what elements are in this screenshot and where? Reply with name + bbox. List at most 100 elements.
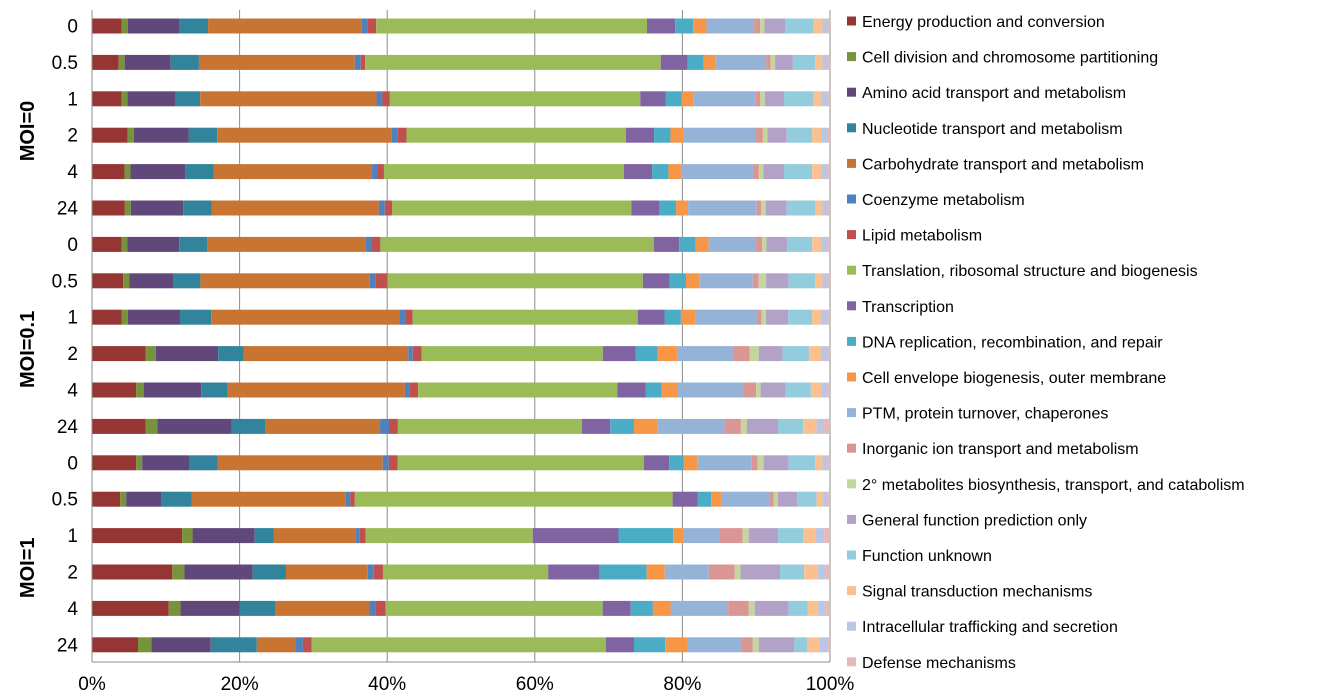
- bar-segment: [92, 127, 128, 143]
- bar-segment: [758, 637, 795, 653]
- bar-segment: [797, 491, 817, 507]
- bar-segment: [822, 54, 828, 70]
- bar-segment: [760, 91, 765, 107]
- bar-segment: [92, 418, 146, 434]
- bar-segment: [822, 455, 828, 471]
- bar-segment: [824, 418, 830, 434]
- bar-segment: [127, 309, 180, 325]
- bar-segment: [654, 236, 680, 252]
- bar-segment: [92, 564, 173, 580]
- bar-segment: [652, 164, 669, 180]
- bar-segment: [191, 491, 346, 507]
- bar-segment: [373, 564, 383, 580]
- bar-segment: [746, 418, 779, 434]
- bar-segment: [803, 528, 816, 544]
- bar-segment: [770, 54, 776, 70]
- bar-segment: [360, 54, 366, 70]
- legend-label: Cell envelope biogenesis, outer membrane: [862, 370, 1166, 387]
- bar-segment: [211, 309, 400, 325]
- bar-segment: [409, 382, 419, 398]
- bar-segment: [657, 418, 725, 434]
- bar-segment: [630, 600, 653, 616]
- bar-segment: [421, 346, 603, 362]
- bar-segment: [375, 600, 386, 616]
- bar-segment: [646, 564, 665, 580]
- bar-segment: [734, 564, 741, 580]
- bar-segment: [376, 18, 647, 34]
- bar-segment: [376, 91, 383, 107]
- bar-segment: [742, 528, 749, 544]
- bar-segment: [755, 91, 761, 107]
- bar-segment: [766, 273, 789, 289]
- bar-segment: [761, 236, 767, 252]
- bar-segment: [807, 600, 819, 616]
- bar-segment: [769, 491, 774, 507]
- bar-segment: [380, 418, 389, 434]
- bar-segment: [724, 418, 741, 434]
- bar-segment: [827, 346, 830, 362]
- bar-segment: [758, 346, 783, 362]
- bar-segment: [121, 309, 128, 325]
- bar-segment: [397, 418, 583, 434]
- bar-segment: [788, 309, 813, 325]
- bar-segment: [184, 564, 253, 580]
- bar-segment: [685, 273, 700, 289]
- bar-segment: [807, 637, 820, 653]
- bar-segment: [827, 200, 830, 216]
- legend-swatch: [847, 230, 856, 240]
- bar-segment: [200, 91, 377, 107]
- bar-segment: [657, 346, 678, 362]
- bar-segment: [813, 18, 823, 34]
- bar-segment: [548, 564, 600, 580]
- bar-segment: [392, 200, 632, 216]
- bar-segment: [92, 382, 137, 398]
- y-category-label: 0.5: [52, 490, 78, 511]
- bar-segment: [728, 600, 749, 616]
- x-tick-label: 20%: [221, 674, 259, 695]
- bar-segment: [127, 236, 180, 252]
- bar-segment: [388, 418, 398, 434]
- bar-segment: [532, 528, 619, 544]
- bar-segment: [252, 564, 286, 580]
- bar-segment: [778, 418, 804, 434]
- bar-segment: [827, 127, 830, 143]
- bar-segment: [145, 418, 158, 434]
- bar-segment: [765, 200, 787, 216]
- bar-segment: [170, 54, 199, 70]
- bar-segment: [756, 309, 762, 325]
- bar-segment: [695, 309, 757, 325]
- y-category-label: 1: [67, 526, 78, 547]
- bar-segment: [200, 273, 370, 289]
- bar-segment: [408, 346, 413, 362]
- bar-segment: [211, 200, 379, 216]
- bar-segment: [602, 600, 631, 616]
- bar-segment: [809, 346, 822, 362]
- bar-segment: [822, 273, 828, 289]
- bar-segment: [761, 200, 766, 216]
- y-category-label: 1: [67, 89, 78, 110]
- bar-segment: [816, 418, 825, 434]
- bar-segment: [173, 273, 201, 289]
- bar-segment: [821, 164, 828, 180]
- bar-segment: [369, 600, 376, 616]
- bar-segment: [635, 346, 658, 362]
- bar-segment: [380, 236, 655, 252]
- bar-segment: [665, 91, 682, 107]
- bar-segment: [311, 637, 606, 653]
- bar-segment: [677, 346, 734, 362]
- bar-segment: [661, 382, 678, 398]
- bar-segment: [825, 564, 830, 580]
- bar-segment: [367, 18, 377, 34]
- bar-segment: [670, 600, 729, 616]
- bar-segment: [644, 455, 670, 471]
- bar-segment: [654, 127, 671, 143]
- bar-segment: [123, 273, 130, 289]
- bar-segment: [699, 273, 753, 289]
- bar-segment: [683, 455, 698, 471]
- bar-segment: [755, 127, 763, 143]
- bar-segment: [758, 164, 764, 180]
- legend-swatch: [847, 550, 856, 560]
- legend-label: Intracellular trafficking and secretion: [862, 619, 1118, 636]
- bar-segment: [813, 91, 822, 107]
